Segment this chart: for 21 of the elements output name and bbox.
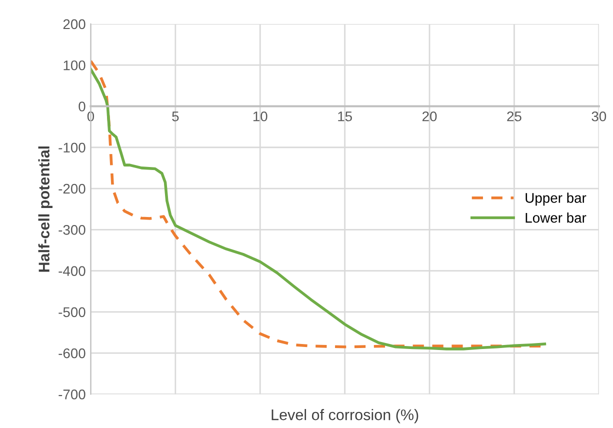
- legend-label: Lower bar: [526, 212, 586, 223]
- y-axis-title: Half-cell potential: [38, 146, 53, 272]
- y-tick-label: 100: [64, 60, 86, 70]
- x-axis-title: Level of corrosion (%): [272, 408, 418, 424]
- y-tick-label: -600: [58, 348, 86, 358]
- y-tick-label: -400: [58, 266, 86, 276]
- y-tick-label: -500: [58, 307, 86, 318]
- y-tick-label: -200: [58, 184, 86, 194]
- legend-label: Upper bar: [526, 192, 586, 206]
- x-tick-label: 20: [422, 111, 437, 122]
- x-tick-label: 5: [172, 112, 179, 122]
- x-tick-label: 0: [87, 111, 94, 122]
- x-tick-label: 15: [338, 112, 352, 122]
- x-tick-label: 10: [253, 111, 268, 122]
- x-tick-label: 25: [507, 111, 522, 122]
- y-tick-label: 0: [78, 102, 86, 112]
- y-tick-label: -100: [58, 142, 86, 153]
- y-tick-label: 200: [63, 19, 86, 30]
- y-tick-label: -300: [58, 224, 86, 235]
- y-tick-label: -700: [58, 390, 86, 400]
- x-tick-label: 30: [592, 111, 606, 122]
